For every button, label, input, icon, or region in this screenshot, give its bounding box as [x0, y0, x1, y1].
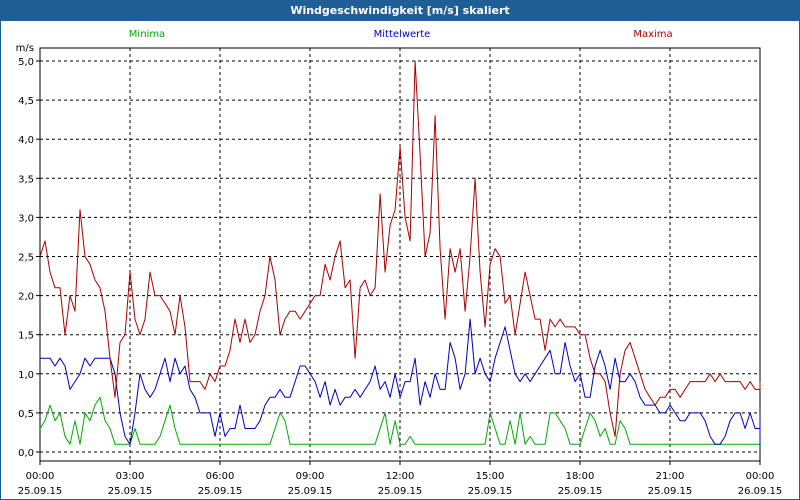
x-tick-time: 03:00 — [116, 471, 145, 482]
y-tick-label: 1,5 — [18, 331, 34, 342]
x-tick-date: 25.09.15 — [558, 486, 603, 497]
x-tick-time: 18:00 — [566, 471, 595, 482]
series-lines — [39, 60, 761, 445]
series-line-mittelwerte — [40, 318, 761, 445]
y-tick-label: 4,5 — [18, 96, 34, 107]
x-tick-date: 25.09.15 — [468, 486, 513, 497]
x-tick-date: 26.09.15 — [738, 486, 783, 497]
y-tick-label: 2,0 — [18, 292, 34, 303]
y-tick-label: 0,0 — [18, 448, 34, 459]
x-tick-date: 25.09.15 — [18, 486, 63, 497]
legend-mittelwerte: Mittelwerte — [374, 29, 431, 40]
y-axis-unit: m/s — [16, 43, 34, 54]
x-tick-date: 25.09.15 — [198, 486, 243, 497]
x-tick-date: 25.09.15 — [378, 486, 423, 497]
y-tick-label: 3,5 — [18, 174, 34, 185]
y-tick-label: 4,0 — [18, 135, 34, 146]
x-tick-time: 21:00 — [656, 471, 685, 482]
x-tick-time: 00:00 — [26, 471, 55, 482]
x-tick-date: 25.09.15 — [648, 486, 693, 497]
window-title: Windgeschwindigkeit [m/s] skaliert — [1, 1, 799, 21]
legend-minima: Minima — [129, 29, 165, 40]
legend-maxima: Maxima — [633, 29, 672, 40]
x-tick-time: 12:00 — [386, 471, 415, 482]
grid — [39, 47, 761, 462]
series-line-minima — [39, 396, 761, 445]
y-tick-label: 5,0 — [18, 57, 34, 68]
y-tick-label: 2,5 — [18, 253, 34, 264]
x-tick-time: 09:00 — [296, 471, 325, 482]
x-tick-time: 00:00 — [746, 471, 775, 482]
y-tick-label: 3,0 — [18, 213, 34, 224]
legend: Minima Mittelwerte Maxima — [129, 29, 673, 40]
y-tick-label: 1,0 — [18, 370, 34, 381]
x-tick-date: 25.09.15 — [108, 486, 153, 497]
axes: 0,0 0,5 1,0 1,5 2,0 2,5 3,0 3,5 4,0 4,5 5,0 m/s 00:0… — [16, 43, 783, 497]
x-tick-date: 25.09.15 — [288, 486, 333, 497]
series-line-maxima — [39, 60, 761, 437]
x-tick-time: 15:00 — [476, 471, 505, 482]
x-tick-time: 06:00 — [206, 471, 235, 482]
y-tick-label: 0,5 — [18, 409, 34, 420]
